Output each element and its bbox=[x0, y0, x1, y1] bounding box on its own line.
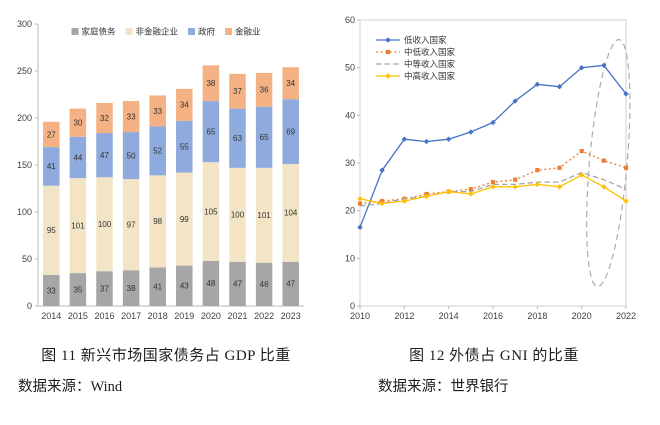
svg-text:2021: 2021 bbox=[227, 311, 247, 321]
svg-text:37: 37 bbox=[233, 87, 242, 96]
svg-text:104: 104 bbox=[284, 209, 298, 218]
svg-text:10: 10 bbox=[345, 253, 355, 263]
svg-text:50: 50 bbox=[127, 151, 136, 160]
svg-text:0: 0 bbox=[27, 301, 32, 311]
svg-text:41: 41 bbox=[47, 162, 56, 171]
svg-text:33: 33 bbox=[127, 112, 136, 121]
svg-text:2018: 2018 bbox=[527, 311, 547, 321]
svg-text:2020: 2020 bbox=[201, 311, 221, 321]
svg-text:105: 105 bbox=[204, 207, 218, 216]
svg-text:55: 55 bbox=[180, 142, 189, 151]
svg-text:47: 47 bbox=[100, 151, 109, 160]
svg-text:36: 36 bbox=[260, 86, 269, 95]
svg-text:65: 65 bbox=[206, 127, 215, 136]
svg-text:98: 98 bbox=[153, 217, 162, 226]
svg-text:政府: 政府 bbox=[198, 27, 216, 37]
svg-text:2020: 2020 bbox=[572, 311, 592, 321]
svg-text:2015: 2015 bbox=[68, 311, 88, 321]
svg-text:97: 97 bbox=[127, 220, 136, 229]
svg-text:47: 47 bbox=[233, 280, 242, 289]
svg-text:2018: 2018 bbox=[148, 311, 168, 321]
svg-text:200: 200 bbox=[17, 113, 32, 123]
svg-text:2010: 2010 bbox=[350, 311, 370, 321]
svg-text:2012: 2012 bbox=[394, 311, 414, 321]
line-chart-external-debt-gni: 0 10 20 30 40 50 60 2010 2012 2014 2016 2018 2020 202… bbox=[345, 15, 636, 321]
svg-text:2016: 2016 bbox=[483, 311, 503, 321]
svg-text:中低收入国家: 中低收入国家 bbox=[404, 47, 456, 57]
svg-text:38: 38 bbox=[127, 284, 136, 293]
svg-text:低收入国家: 低收入国家 bbox=[404, 35, 447, 45]
svg-text:2019: 2019 bbox=[174, 311, 194, 321]
svg-text:34: 34 bbox=[286, 79, 295, 88]
svg-text:250: 250 bbox=[17, 66, 32, 76]
svg-text:2014: 2014 bbox=[439, 311, 459, 321]
svg-text:41: 41 bbox=[153, 283, 162, 292]
svg-text:300: 300 bbox=[17, 19, 32, 29]
svg-text:非金融企业: 非金融企业 bbox=[136, 27, 179, 37]
svg-text:2017: 2017 bbox=[121, 311, 141, 321]
svg-text:50: 50 bbox=[345, 63, 355, 73]
svg-text:中等收入国家: 中等收入国家 bbox=[404, 59, 456, 69]
svg-text:20: 20 bbox=[345, 206, 355, 216]
svg-text:69: 69 bbox=[286, 127, 295, 136]
svg-text:2022: 2022 bbox=[254, 311, 274, 321]
svg-text:27: 27 bbox=[47, 130, 56, 139]
svg-text:100: 100 bbox=[98, 220, 112, 229]
svg-text:101: 101 bbox=[71, 221, 85, 230]
svg-text:101: 101 bbox=[257, 211, 271, 220]
svg-text:50: 50 bbox=[22, 254, 32, 264]
svg-text:40: 40 bbox=[345, 110, 355, 120]
svg-text:150: 150 bbox=[17, 160, 32, 170]
svg-text:32: 32 bbox=[100, 114, 109, 123]
svg-text:30: 30 bbox=[345, 158, 355, 168]
svg-text:37: 37 bbox=[100, 284, 109, 293]
chart-12-title: 图 12 外债占 GNI 的比重 bbox=[409, 348, 579, 364]
chart-12-panel: 0 10 20 30 40 50 60 2010 2012 2014 2016 2018 2020 202… bbox=[330, 10, 658, 396]
svg-text:38: 38 bbox=[206, 79, 215, 88]
chart-12-source: 数据来源：世界银行 bbox=[378, 379, 509, 395]
svg-text:2014: 2014 bbox=[41, 311, 61, 321]
svg-text:95: 95 bbox=[47, 226, 56, 235]
svg-text:33: 33 bbox=[47, 286, 56, 295]
two-chart-figure: 0 50 100 150 200 250 300 2014 33 95 41 27 2015 35 101 4… bbox=[2, 10, 658, 396]
svg-text:金融业: 金融业 bbox=[235, 27, 261, 37]
svg-text:33: 33 bbox=[153, 107, 162, 116]
svg-text:60: 60 bbox=[345, 15, 355, 25]
svg-text:65: 65 bbox=[260, 133, 269, 142]
svg-text:99: 99 bbox=[180, 215, 189, 224]
svg-text:34: 34 bbox=[180, 101, 189, 110]
svg-text:30: 30 bbox=[73, 119, 82, 128]
svg-text:0: 0 bbox=[350, 301, 355, 311]
svg-text:100: 100 bbox=[231, 211, 245, 220]
svg-text:52: 52 bbox=[153, 147, 162, 156]
svg-text:47: 47 bbox=[286, 280, 295, 289]
svg-text:2016: 2016 bbox=[94, 311, 114, 321]
chart-11-source: 数据来源：Wind bbox=[18, 379, 123, 395]
svg-text:2022: 2022 bbox=[616, 311, 636, 321]
svg-text:44: 44 bbox=[73, 153, 82, 162]
stacked-bar-chart-debt-gdp: 0 50 100 150 200 250 300 2014 33 95 41 27 2015 35 101 4… bbox=[17, 19, 304, 321]
svg-text:家庭债务: 家庭债务 bbox=[82, 27, 117, 37]
svg-text:中高收入国家: 中高收入国家 bbox=[404, 71, 456, 81]
svg-text:100: 100 bbox=[17, 207, 32, 217]
chart-11-panel: 0 50 100 150 200 250 300 2014 33 95 41 27 2015 35 101 4… bbox=[2, 10, 330, 396]
chart-11-title: 图 11 新兴市场国家债务占 GDP 比重 bbox=[41, 348, 291, 364]
svg-text:46: 46 bbox=[260, 280, 269, 289]
svg-text:43: 43 bbox=[180, 282, 189, 291]
svg-text:35: 35 bbox=[73, 285, 82, 294]
svg-text:48: 48 bbox=[206, 279, 215, 288]
svg-text:2023: 2023 bbox=[281, 311, 301, 321]
svg-text:63: 63 bbox=[233, 134, 242, 143]
